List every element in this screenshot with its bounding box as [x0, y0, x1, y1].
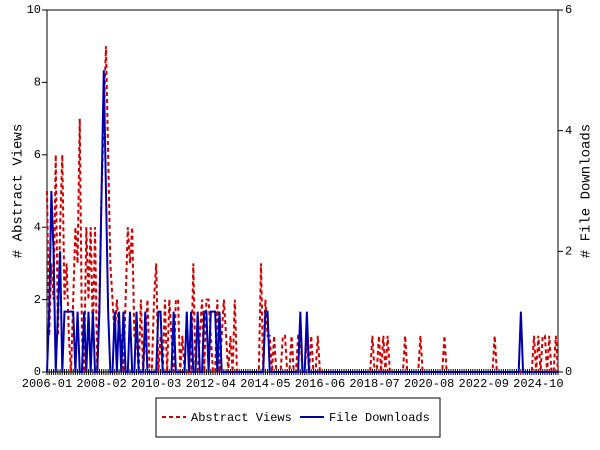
legend-label: File Downloads	[329, 411, 430, 425]
y-tick-label: 8	[34, 76, 41, 90]
y2-tick-label: 4	[565, 124, 572, 138]
y2-tick-label: 6	[565, 3, 572, 17]
x-tick-label: 2024-10	[513, 377, 563, 391]
y-tick-label: 0	[34, 365, 41, 379]
x-tick-label: 2014-05	[240, 377, 290, 391]
x-tick-label: 2008-02	[76, 377, 126, 391]
legend-box	[155, 397, 441, 438]
legend-label: Abstract Views	[191, 411, 292, 425]
x-tick-label: 2006-01	[22, 377, 72, 391]
y-axis-label: # Abstract Views	[11, 124, 27, 258]
y2-tick-label: 0	[565, 365, 572, 379]
x-tick-label: 2010-03	[131, 377, 181, 391]
y-tick-label: 2	[34, 293, 41, 307]
x-tick-label: 2016-06	[295, 377, 345, 391]
y2-tick-label: 2	[565, 245, 572, 259]
y-tick-label: 10	[27, 3, 41, 17]
series-line	[46, 70, 558, 373]
x-tick-label: 2022-09	[459, 377, 509, 391]
y-tick-label: 6	[34, 148, 41, 162]
y-tick-label: 4	[34, 220, 41, 234]
y2-axis-label: # File Downloads	[579, 124, 595, 258]
x-tick-label: 2018-07	[349, 377, 399, 391]
x-tick-label: 2012-04	[186, 377, 236, 391]
x-tick-label: 2020-08	[404, 377, 454, 391]
